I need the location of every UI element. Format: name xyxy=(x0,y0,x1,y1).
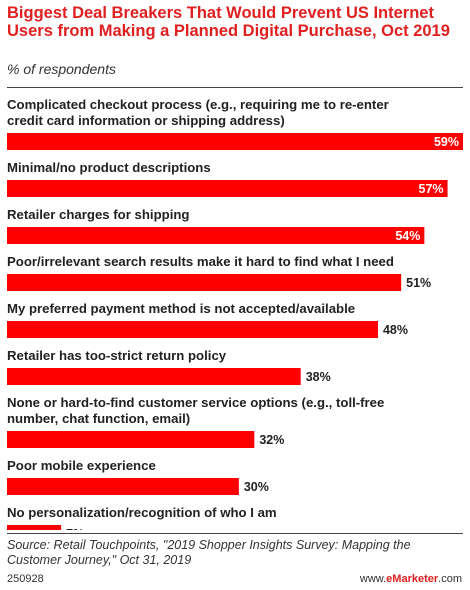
brand-suffix: .com xyxy=(438,573,462,585)
value-label: 30% xyxy=(244,480,269,494)
brand-prefix: www. xyxy=(359,573,387,585)
value-label: 7% xyxy=(66,527,84,530)
source-note: Source: Retail Touchpoints, "2019 Shoppe… xyxy=(7,538,411,567)
bottom-divider xyxy=(7,533,463,534)
bar xyxy=(7,274,402,291)
bar xyxy=(7,368,301,385)
category-label: credit card information or shipping addr… xyxy=(7,113,285,128)
value-label: 54% xyxy=(395,229,420,243)
bar xyxy=(7,478,239,495)
category-label: Complicated checkout process (e.g., requ… xyxy=(7,97,389,112)
bar-chart: Complicated checkout process (e.g., requ… xyxy=(7,97,463,530)
top-divider xyxy=(7,87,463,88)
value-label: 57% xyxy=(419,182,444,196)
bar xyxy=(7,431,255,448)
category-label: No personalization/recognition of who I … xyxy=(7,505,277,520)
value-label: 48% xyxy=(383,323,408,337)
brand-credit[interactable]: www.eMarketer.com xyxy=(360,573,462,585)
category-label: number, chat function, email) xyxy=(7,411,190,426)
chart-title: Biggest Deal Breakers That Would Prevent… xyxy=(7,4,450,40)
category-label: Poor/irrelevant search results make it h… xyxy=(7,254,394,269)
value-label: 59% xyxy=(434,135,459,149)
bar xyxy=(7,525,62,530)
chart-subtitle: % of respondents xyxy=(7,61,116,77)
bar xyxy=(7,227,425,244)
bar xyxy=(7,180,448,197)
chart-id: 250928 xyxy=(7,573,44,585)
bar xyxy=(7,133,463,150)
category-label: Poor mobile experience xyxy=(7,458,156,473)
value-label: 32% xyxy=(259,433,284,447)
category-label: My preferred payment method is not accep… xyxy=(7,301,355,316)
bar xyxy=(7,321,378,338)
category-label: Minimal/no product descriptions xyxy=(7,160,211,175)
brand-name: eMarketer xyxy=(386,573,439,585)
category-label: None or hard-to-find customer service op… xyxy=(7,395,384,410)
value-label: 38% xyxy=(306,370,331,384)
category-label: Retailer charges for shipping xyxy=(7,207,189,222)
value-label: 51% xyxy=(406,276,431,290)
category-label: Retailer has too-strict return policy xyxy=(7,348,227,363)
